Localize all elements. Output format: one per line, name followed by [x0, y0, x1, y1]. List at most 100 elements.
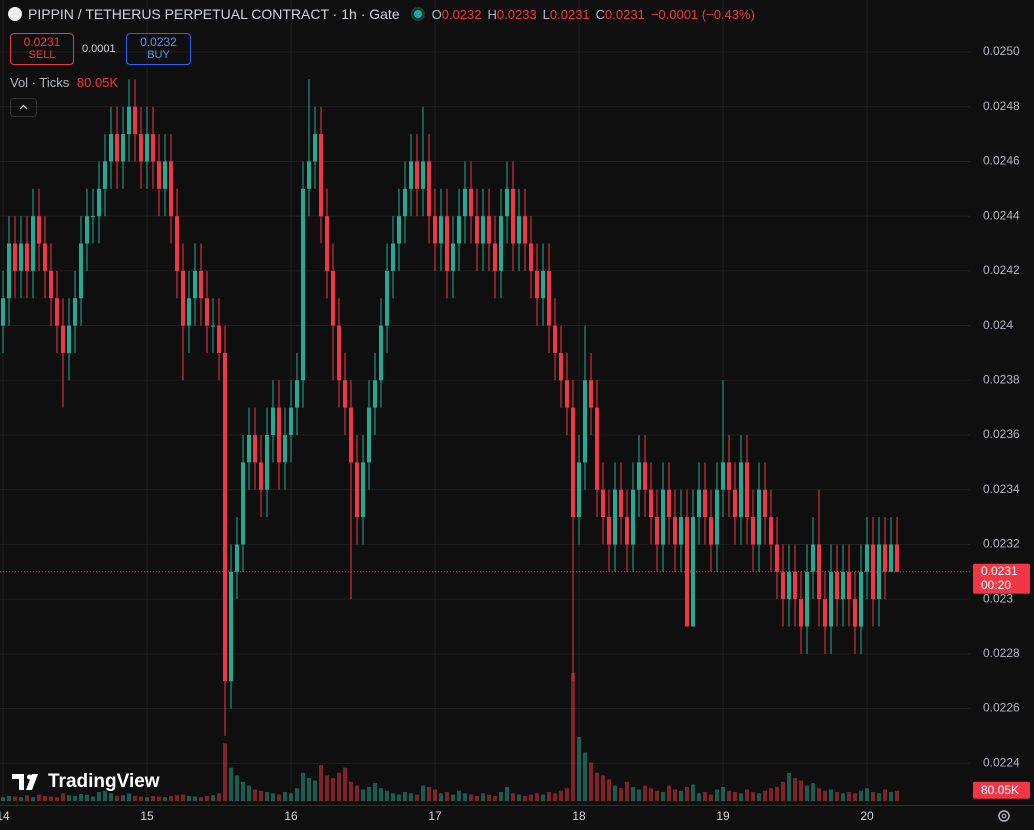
volume-bar	[31, 797, 35, 801]
ohlc-value: 0.0232	[441, 6, 482, 22]
volume-bar	[43, 795, 47, 801]
candle-body	[559, 352, 563, 381]
candle-body	[751, 517, 755, 545]
candle-body	[721, 462, 725, 490]
candle-body	[463, 188, 467, 217]
settings-button[interactable]	[998, 810, 1010, 822]
candle-body	[775, 544, 779, 572]
volume-bar	[133, 795, 137, 801]
candle-body	[457, 216, 461, 244]
candle-body	[787, 571, 791, 600]
volume-bar	[289, 793, 293, 801]
volume-bar	[313, 780, 317, 801]
volume-bar	[853, 793, 857, 801]
x-tick-label: 16	[284, 809, 298, 823]
volume-bar	[49, 796, 53, 801]
volume-bar	[619, 788, 623, 801]
volume-bar	[391, 793, 395, 801]
volume-bar	[655, 790, 659, 801]
volume-value-box	[973, 781, 1030, 799]
spread: 0.0001	[82, 43, 116, 55]
candle-body	[163, 161, 167, 189]
ohlc-value: 0.0233	[496, 6, 537, 22]
candle-body	[241, 462, 245, 545]
candle-body	[769, 517, 773, 545]
volume-bar	[625, 781, 629, 801]
volume-bar	[547, 792, 551, 801]
volume-bar	[835, 792, 839, 801]
volume-bar	[757, 793, 761, 801]
volume-bar	[103, 790, 107, 801]
volume-name: Vol · Ticks	[10, 75, 70, 90]
volume-bar	[583, 752, 587, 801]
volume-bar	[529, 794, 533, 801]
status-dot	[413, 10, 422, 18]
candle-body	[349, 407, 353, 463]
candle-body	[133, 106, 137, 135]
candle-body	[739, 462, 743, 518]
volume-bar	[691, 784, 695, 801]
volume-bar	[97, 792, 101, 801]
volume-bar	[85, 794, 89, 801]
candle-body	[421, 161, 425, 189]
volume-bar	[415, 794, 419, 801]
candle-body	[499, 216, 503, 271]
volume-bar	[379, 788, 383, 801]
candle-body	[127, 106, 131, 135]
sell-button[interactable]: 0.0231 SELL	[10, 33, 74, 65]
volume-bar	[667, 785, 671, 801]
volume-bar	[661, 792, 665, 801]
candle-body	[1, 298, 5, 326]
candle-body	[205, 298, 209, 326]
volume-bar	[355, 785, 359, 801]
volume-bar	[499, 792, 503, 801]
volume-bar	[751, 792, 755, 801]
candle-body	[367, 407, 371, 463]
candle-body	[835, 571, 839, 600]
volume-bar	[181, 794, 185, 801]
candle-body	[355, 462, 359, 518]
candle-body	[529, 243, 533, 271]
candle-body	[475, 216, 479, 244]
candle-body	[229, 571, 233, 682]
candle-body	[361, 462, 365, 518]
volume-bar	[7, 795, 11, 801]
countdown: 00:20	[981, 578, 1011, 592]
candle-pane	[1, 79, 899, 736]
candle-body	[883, 544, 887, 572]
volume-pane	[1, 673, 899, 801]
volume-bar	[259, 790, 263, 801]
y-tick-label: 0.0242	[983, 263, 1020, 277]
candle-body	[343, 380, 347, 408]
volume-bar	[769, 788, 773, 801]
buy-button[interactable]: 0.0232 BUY	[126, 33, 191, 65]
volume-bar	[193, 796, 197, 801]
candle-body	[187, 298, 191, 326]
volume-bar	[799, 780, 803, 801]
candle-body	[847, 571, 851, 600]
volume-bar	[427, 786, 431, 801]
candle-body	[523, 216, 527, 244]
volume-bar	[73, 795, 77, 801]
candle-body	[193, 270, 197, 299]
candle-body	[571, 407, 575, 518]
last-price-box	[973, 563, 1030, 594]
candle-body	[277, 407, 281, 463]
volume-bar	[205, 795, 209, 801]
candle-body	[505, 188, 509, 217]
candle-body	[157, 161, 161, 189]
volume-bar	[439, 793, 443, 801]
ohlc-value: 0.0231	[605, 6, 645, 22]
collapse-button[interactable]	[10, 98, 37, 117]
volume-bar	[523, 795, 527, 801]
candle-body	[679, 517, 683, 545]
volume-bar	[775, 786, 779, 801]
candle-body	[451, 243, 455, 271]
volume-bar	[637, 789, 641, 801]
candle-body	[91, 216, 95, 218]
volume-bar	[721, 786, 725, 801]
candle-body	[37, 216, 41, 244]
volume-bar	[841, 793, 845, 801]
candle-body	[211, 325, 215, 327]
candle-body	[607, 517, 611, 545]
